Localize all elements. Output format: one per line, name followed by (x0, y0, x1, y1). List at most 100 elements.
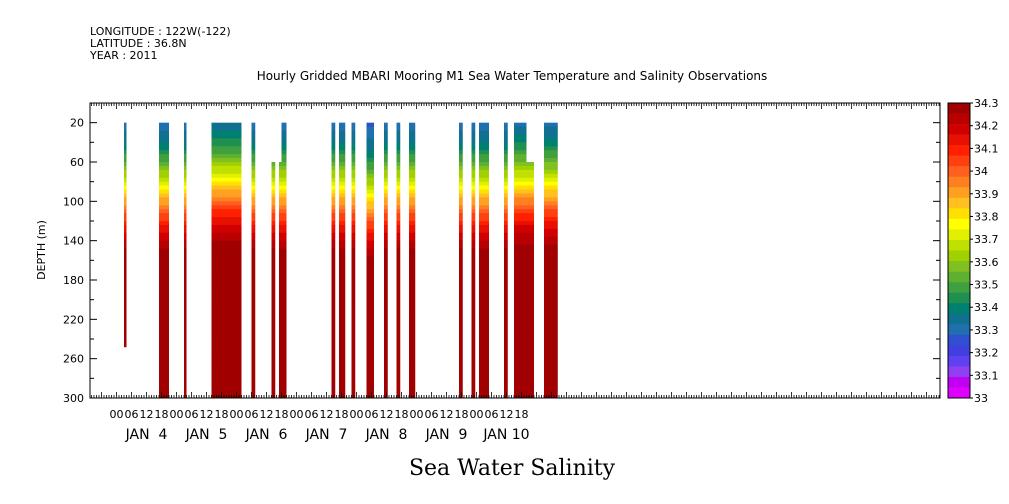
data-cell (212, 272, 242, 276)
x-tick-label: 00 (290, 408, 304, 421)
data-cell (514, 304, 527, 308)
y-tick-label: 260 (63, 353, 84, 366)
data-cell (332, 221, 336, 225)
data-cell (352, 300, 356, 304)
data-cell (339, 201, 345, 205)
data-cell (544, 197, 558, 201)
data-cell (409, 186, 415, 190)
data-cell (282, 268, 287, 272)
data-cell (479, 123, 489, 127)
data-cell (397, 276, 401, 280)
colorbar-swatch (948, 198, 970, 209)
x-day-label: JAN 4 (125, 427, 168, 443)
data-cell (504, 201, 508, 205)
data-cell (544, 367, 558, 371)
data-cell (384, 319, 388, 323)
data-cell (367, 276, 375, 280)
data-cell (352, 355, 356, 359)
data-cell (124, 131, 127, 135)
data-cell (384, 213, 388, 217)
data-cell (279, 174, 282, 178)
data-cell (544, 190, 558, 194)
data-cell (479, 201, 489, 205)
data-cell (514, 197, 527, 201)
data-cell (159, 138, 169, 142)
data-cell (352, 292, 356, 296)
data-cell (159, 343, 169, 347)
data-cell (384, 343, 388, 347)
data-cell (352, 256, 356, 260)
data-cell (332, 150, 336, 154)
data-cell (159, 335, 169, 339)
data-cell (332, 386, 336, 390)
data-cell (544, 127, 558, 131)
data-cell (212, 256, 242, 260)
data-cell (252, 272, 256, 276)
data-cell (124, 146, 127, 150)
data-cell (279, 355, 282, 359)
data-cell (124, 170, 127, 174)
data-cell (479, 331, 489, 335)
data-cell (339, 378, 345, 382)
data-cell (184, 131, 187, 135)
y-tick-label: 60 (70, 156, 84, 169)
data-cell (514, 249, 527, 253)
data-cell (212, 142, 242, 146)
data-cell (384, 178, 388, 182)
x-tick-label: 12 (200, 408, 214, 421)
data-cell (352, 237, 356, 241)
data-cell (527, 256, 535, 260)
data-cell (384, 146, 388, 150)
data-cell (459, 288, 463, 292)
data-cell (409, 304, 415, 308)
data-cell (332, 288, 336, 292)
data-cell (282, 331, 287, 335)
data-cell (184, 166, 187, 170)
data-cell (272, 205, 276, 209)
data-cell (252, 327, 256, 331)
data-cell (212, 327, 242, 331)
data-cell (472, 221, 476, 225)
data-cell (279, 213, 282, 217)
data-cell (184, 154, 187, 158)
data-cell (459, 205, 463, 209)
data-cell (409, 158, 415, 162)
data-cell (252, 331, 256, 335)
data-cell (282, 288, 287, 292)
data-cell (384, 249, 388, 253)
data-cell (124, 272, 127, 276)
data-cell (527, 327, 535, 331)
data-cell (184, 229, 187, 233)
data-cell (159, 162, 169, 166)
data-cell (352, 319, 356, 323)
data-cell (459, 292, 463, 296)
data-cell (184, 359, 187, 363)
data-cell (384, 315, 388, 319)
data-cell (332, 284, 336, 288)
data-cell (279, 315, 282, 319)
data-cell (212, 241, 242, 245)
data-cell (504, 284, 508, 288)
data-cell (272, 335, 276, 339)
data-cell (397, 355, 401, 359)
data-cell (479, 174, 489, 178)
data-cell (459, 237, 463, 241)
data-cell (409, 166, 415, 170)
data-cell (479, 363, 489, 367)
data-cell (367, 280, 375, 284)
data-cell (544, 288, 558, 292)
data-cell (472, 123, 476, 127)
data-cell (184, 292, 187, 296)
data-cell (479, 308, 489, 312)
data-cell (252, 193, 256, 197)
data-cell (409, 193, 415, 197)
data-cell (367, 217, 375, 221)
data-cell (159, 260, 169, 264)
data-cell (544, 363, 558, 367)
data-cell (184, 284, 187, 288)
data-cell (384, 355, 388, 359)
data-cell (212, 284, 242, 288)
data-cell (332, 154, 336, 158)
data-cell (159, 264, 169, 268)
data-cell (472, 351, 476, 355)
